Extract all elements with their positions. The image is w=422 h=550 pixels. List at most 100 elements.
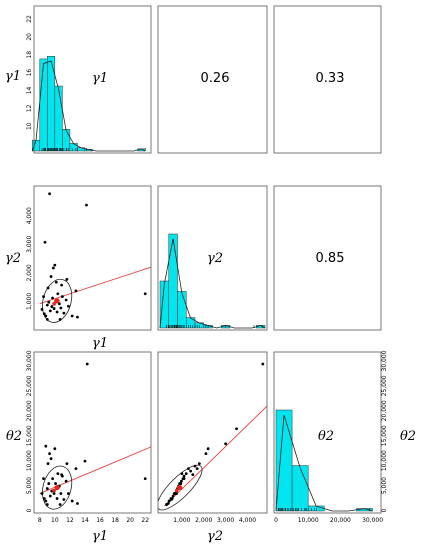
data-point — [56, 472, 60, 476]
data-point — [261, 362, 265, 366]
data-point — [187, 467, 190, 471]
row-label-theta2-left: θ2 — [6, 429, 22, 444]
data-point — [42, 295, 45, 298]
data-point — [70, 499, 74, 503]
y-tick-label-theta2-right: 30,000 — [381, 350, 388, 371]
row-label-gamma1: γ1 — [5, 69, 21, 84]
data-point — [51, 266, 55, 270]
y-tick-label-gamma2: 4,000 — [26, 207, 33, 224]
diag-label-theta2: θ2 — [318, 429, 334, 444]
data-point — [42, 312, 46, 316]
data-point — [204, 452, 208, 456]
histogram-bar — [62, 129, 71, 152]
x-tick-label-gamma1: 22 — [141, 517, 149, 524]
scatter-panel — [39, 192, 151, 323]
y-tick-label-theta2: 10,000 — [26, 450, 33, 471]
data-point — [48, 309, 52, 313]
data-point — [47, 300, 51, 304]
data-point — [48, 192, 51, 196]
data-point — [184, 472, 188, 476]
data-point — [46, 462, 50, 466]
data-point — [167, 499, 171, 503]
data-point — [189, 469, 193, 473]
data-point — [49, 457, 53, 461]
y-tick-label-theta2: 0 — [26, 508, 33, 512]
histogram-bar — [177, 291, 187, 329]
data-point — [52, 307, 56, 310]
data-point — [56, 292, 60, 296]
x-tick-label-gamma1: 16 — [96, 517, 104, 524]
data-point — [64, 298, 68, 302]
x-tick-label-gamma1: 12 — [66, 517, 74, 524]
col-label-gamma1-mid: γ1 — [92, 336, 108, 351]
data-point — [55, 310, 59, 314]
data-point — [53, 447, 57, 451]
y-tick-label-theta2-right: 25,000 — [381, 375, 388, 396]
x-tick-label-theta2: 30,000 — [362, 517, 383, 524]
tick-layer: 10 12 14 16 18 20 22 1,000 2,000 3,000 4,000 0 5,000… — [26, 15, 388, 524]
y-tick-label-theta2: 30,000 — [26, 350, 33, 371]
data-point — [175, 492, 179, 495]
panel-frame — [273, 5, 382, 154]
panel-frames — [33, 5, 382, 514]
panel-frame — [157, 351, 268, 514]
x-tick-label-theta2: 0 — [274, 517, 278, 524]
correlation-gamma2-theta2: 0.85 — [316, 251, 345, 266]
x-tick-label-gamma1: 20 — [126, 517, 134, 524]
histogram-bar — [69, 143, 78, 152]
data-point — [55, 497, 59, 500]
data-point — [49, 275, 53, 278]
y-tick-label-theta2-right: 15,000 — [381, 425, 388, 446]
data-point — [62, 311, 66, 315]
data-point — [169, 498, 173, 501]
data-point — [43, 240, 47, 244]
data-point — [45, 318, 49, 321]
scatter-layer — [39, 192, 267, 511]
x-tick-label-gamma2: 3,000 — [217, 517, 234, 524]
data-point — [182, 477, 186, 481]
fit-line — [39, 266, 151, 305]
mean-point-aux — [174, 488, 179, 493]
data-point — [70, 314, 74, 318]
density-curve — [31, 60, 146, 152]
data-point — [76, 502, 79, 505]
y-tick-label-theta2: 5,000 — [26, 477, 33, 494]
data-point — [74, 467, 78, 471]
data-point — [40, 492, 44, 495]
histogram-layer — [31, 56, 373, 512]
y-tick-label-gamma1-hist: 16 — [26, 69, 33, 77]
data-point — [45, 487, 49, 490]
data-point — [42, 497, 46, 500]
col-label-gamma2-bottom: γ2 — [207, 529, 223, 544]
panel-frame — [33, 185, 152, 331]
data-point — [59, 306, 63, 310]
mean-point — [54, 298, 60, 304]
mean-point — [54, 484, 60, 491]
y-tick-label-gamma1-hist: 14 — [26, 86, 33, 94]
scatter-panel — [158, 362, 267, 511]
row-label-gamma2: γ2 — [5, 251, 21, 266]
y-tick-label-theta2-right: 5,000 — [381, 477, 388, 494]
x-tick-label-gamma1: 18 — [111, 517, 119, 524]
data-point — [51, 296, 54, 300]
data-point — [191, 473, 195, 477]
data-point — [180, 472, 184, 476]
x-tick-label-gamma1: 14 — [81, 517, 89, 524]
y-tick-label-theta2-right: 0 — [381, 508, 388, 512]
data-point — [50, 305, 54, 308]
scatter-panel — [39, 362, 151, 510]
fit-line — [164, 405, 267, 507]
data-point — [47, 482, 51, 485]
data-point — [51, 477, 54, 481]
x-tick-label-theta2: 20,000 — [330, 517, 351, 524]
panel-frame — [157, 5, 268, 154]
data-point — [54, 482, 57, 485]
y-tick-label-gamma2: 2,000 — [26, 264, 33, 281]
y-tick-label-gamma2: 1,000 — [26, 293, 33, 310]
data-point — [195, 467, 199, 471]
y-tick-label-gamma1-hist: 20 — [26, 33, 33, 41]
panel-frame — [157, 185, 268, 331]
x-tick-label-gamma1: 8 — [38, 517, 42, 524]
panel-frame — [273, 185, 382, 331]
x-tick-label-gamma2: 2,000 — [195, 517, 212, 524]
